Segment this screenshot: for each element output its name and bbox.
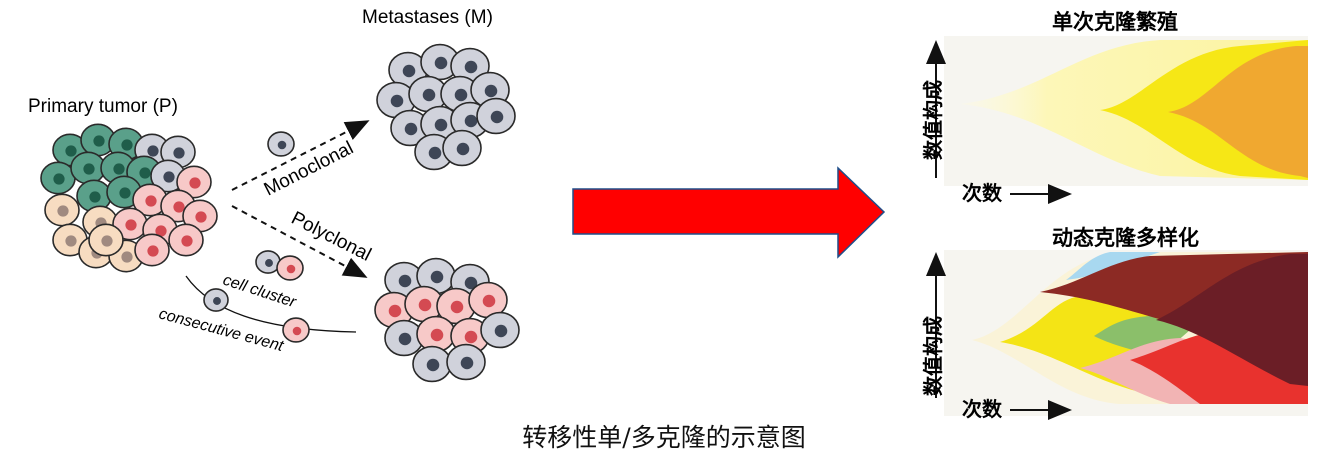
tumor-cell xyxy=(44,193,80,227)
tumor-cell xyxy=(112,207,148,241)
tumor-cell xyxy=(134,233,170,267)
fish-layer-orange xyxy=(1168,46,1308,178)
tumor-cell xyxy=(88,223,124,257)
polyclonal-metastasis xyxy=(374,257,520,383)
metastasis-cell xyxy=(408,75,448,113)
monoclonal-metastasis xyxy=(376,43,516,171)
consecutive-event-cells xyxy=(203,288,310,343)
metastases-label: Metastases (M) xyxy=(362,7,493,28)
fish-layer-maroon xyxy=(1156,254,1308,386)
tumor-cell xyxy=(52,223,88,257)
top-x-axis-label: 次数 xyxy=(962,181,1003,205)
metastasis-cell xyxy=(476,97,516,135)
bottom-y-axis-label: 数值构成 xyxy=(921,316,945,396)
transition-arrow xyxy=(572,166,886,259)
right-panels: 单次克隆繁殖 数值构成 次数 动态克隆多样化 数值构成 次数 xyxy=(921,10,1308,421)
metastasis-cell xyxy=(412,345,452,383)
consecutive-cell-grey xyxy=(203,288,229,312)
cluster-cell-grey xyxy=(255,250,281,274)
bottom-x-axis-label: 次数 xyxy=(962,397,1003,421)
polyclonal-label: Polyclonal xyxy=(288,208,375,266)
left-diagram: Primary tumor (P) Metastases (M) Monoclo… xyxy=(28,7,520,383)
monoclonal-arrow xyxy=(231,120,370,191)
top-panel-title: 单次克隆繁殖 xyxy=(1052,10,1178,34)
metastasis-cell xyxy=(446,343,486,381)
consecutive-cell-red xyxy=(282,317,310,343)
consecutive-event-curve xyxy=(185,275,357,333)
polyclonal-arrow xyxy=(231,205,368,278)
cluster-cell-red xyxy=(276,255,304,281)
metastasis-cell xyxy=(480,311,520,349)
figure-caption: 转移性单/多克隆的示意图 xyxy=(522,423,806,452)
single-clone-fishplot xyxy=(960,40,1308,180)
primary-tumor-label: Primary tumor (P) xyxy=(28,96,178,117)
tumor-cell xyxy=(176,165,212,199)
metastasis-cell xyxy=(384,319,424,357)
cell-cluster-pair xyxy=(255,250,304,281)
multi-clone-fishplot xyxy=(972,252,1308,404)
bottom-panel-title: 动态克隆多样化 xyxy=(1052,226,1199,250)
metastasis-cell xyxy=(468,281,508,319)
tumor-cell xyxy=(40,161,76,195)
tumor-cell xyxy=(132,183,168,217)
consecutive-event-label: consecutive event xyxy=(157,305,286,355)
migrating-single-cell xyxy=(267,131,295,157)
top-y-axis-label: 数值构成 xyxy=(921,80,945,160)
migrating-cell xyxy=(267,131,295,157)
tumor-cell xyxy=(168,223,204,257)
tumor-cell xyxy=(80,123,116,157)
metastasis-cell xyxy=(390,109,430,147)
metastasis-cell xyxy=(442,129,482,167)
primary-tumor-cluster xyxy=(40,123,218,273)
tumor-cell xyxy=(70,151,106,185)
